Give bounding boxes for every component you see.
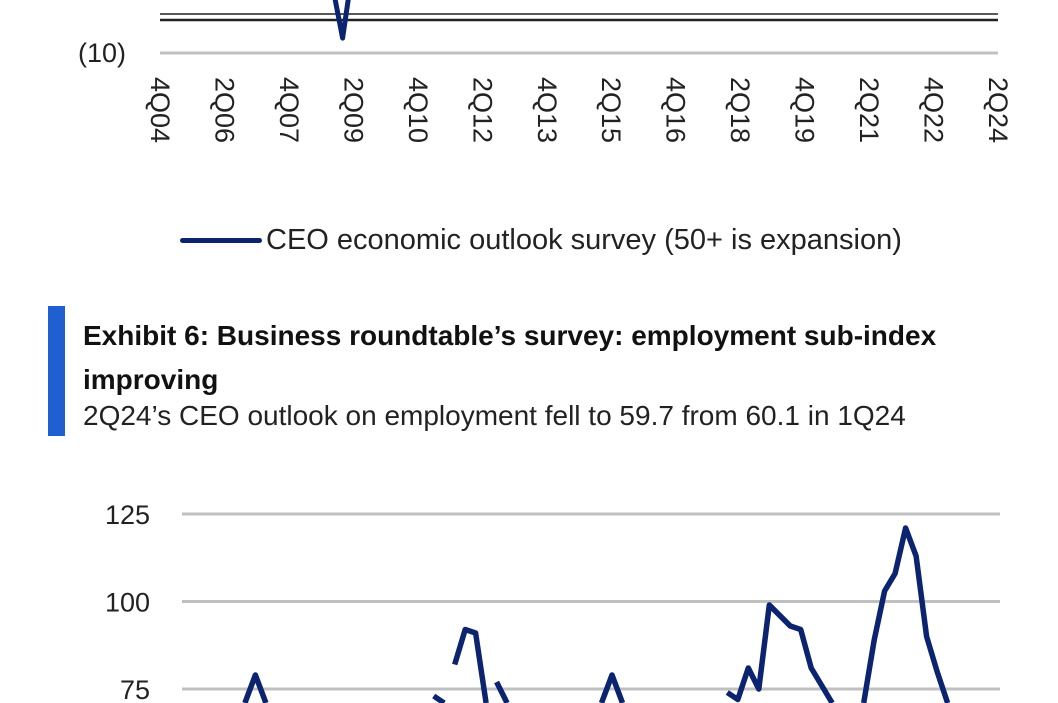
top-x-tick-label: 2Q09 (338, 77, 368, 143)
top-x-tick-label: 4Q16 (661, 77, 691, 143)
top-x-tick-label: 2Q12 (467, 77, 497, 143)
top-x-tick-label: 2Q21 (854, 77, 884, 143)
top-x-tick-label: 2Q15 (596, 77, 626, 143)
top-x-tick-label: 2Q06 (210, 77, 240, 143)
top-x-tick-label: 4Q10 (403, 77, 433, 143)
legend-label: CEO economic outlook survey (50+ is expa… (266, 223, 902, 256)
top-y-tick-label: (10) (78, 38, 126, 68)
top-x-tick-label: 4Q19 (790, 77, 820, 143)
bottom-chart-employment: 75 100 125 (105, 500, 1000, 703)
bottom-series-line (242, 525, 951, 703)
top-x-tick-label: 4Q13 (532, 77, 562, 143)
bottom-y-tick-label: 75 (120, 675, 150, 703)
legend: CEO economic outlook survey (50+ is expa… (180, 220, 902, 260)
top-x-tick-label: 4Q04 (145, 77, 175, 143)
top-x-tick-label: 2Q18 (725, 77, 755, 143)
exhibit-header: Exhibit 6: Business roundtable’s survey:… (48, 306, 1008, 436)
bottom-y-tick-label: 125 (105, 500, 150, 530)
exhibit-subtitle: 2Q24’s CEO outlook on employment fell to… (83, 400, 906, 431)
top-x-tick-label: 4Q22 (919, 77, 949, 143)
top-x-tick-label: 4Q07 (274, 77, 304, 143)
exhibit-accent-bar (48, 306, 65, 436)
exhibit-title: Exhibit 6: Business roundtable’s survey:… (83, 320, 937, 395)
top-x-tick-label: 2Q24 (983, 77, 1013, 143)
top-chart-economic-outlook: (10) 4Q04 2Q06 4Q07 2Q09 4Q10 2Q12 4Q13 2Q15 4Q16… (78, 0, 1013, 143)
bottom-y-tick-label: 100 (105, 588, 150, 618)
top-series-line (332, 0, 351, 41)
legend-swatch (180, 237, 262, 243)
